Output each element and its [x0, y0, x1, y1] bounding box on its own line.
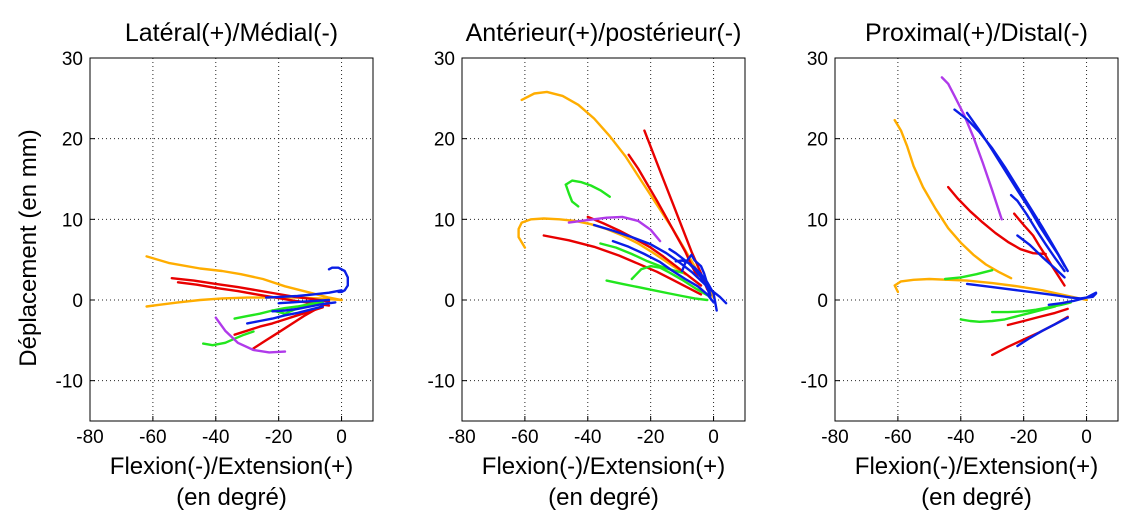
series-line-orange — [893, 277, 1088, 302]
series-line-green — [564, 183, 580, 208]
series-line-green — [202, 330, 255, 347]
series-line-red — [643, 129, 709, 291]
series-line-green — [564, 179, 611, 198]
y-tick-label: 0 — [444, 291, 455, 312]
x-tick-label: -20 — [637, 427, 664, 448]
x-tick-label: -40 — [947, 427, 974, 448]
x-axis-label: Flexion(-)/Extension(+) — [482, 453, 725, 480]
x-tick-label: -20 — [265, 427, 292, 448]
x-axis-unit-label: (en degré) — [548, 484, 659, 511]
y-tick-label: 0 — [817, 291, 828, 312]
x-tick-label: 0 — [1081, 427, 1092, 448]
panel-1: -80 -60 -40 -20 0 -10 0 10 20 30 Latéral(+)/Médial… — [56, 19, 374, 511]
panel-3: -80 -60 -40 -20 0 -10 0 10 20 30 Proximal(+)/Dista… — [801, 19, 1119, 511]
series-line-blue — [674, 259, 718, 312]
x-tick-label: -60 — [511, 427, 538, 448]
x-tick-label: -80 — [448, 427, 475, 448]
series-line-blue — [277, 298, 331, 305]
y-tick-label: 10 — [434, 210, 455, 231]
series-line-green — [943, 269, 994, 281]
panel-title: Antérieur(+)/postérieur(-) — [466, 19, 742, 47]
x-tick-label: 0 — [708, 427, 719, 448]
series-line-blue — [271, 301, 337, 313]
series-line-blue — [611, 239, 715, 304]
y-tick-label: 10 — [62, 210, 83, 231]
y-tick-label: 20 — [807, 130, 828, 151]
x-tick-label: -20 — [1010, 427, 1037, 448]
series-line-green — [605, 279, 709, 302]
y-tick-label: -10 — [56, 372, 83, 393]
series-line-blue — [965, 282, 1098, 300]
series-line-green — [991, 301, 1072, 314]
x-axis-label: Flexion(-)/Extension(+) — [110, 453, 353, 480]
panel-title: Proximal(+)/Distal(-) — [865, 19, 1088, 47]
y-tick-label: -10 — [428, 372, 455, 393]
series-line-red — [586, 215, 703, 287]
x-axis-unit-label: (en degré) — [176, 484, 287, 511]
series-line-purple — [214, 316, 287, 354]
panel-title: Latéral(+)/Médial(-) — [125, 19, 338, 47]
series-line-blue — [1016, 234, 1066, 279]
series-line-red — [542, 234, 703, 296]
x-tick-label: -60 — [884, 427, 911, 448]
series-line-blue — [1009, 193, 1066, 273]
x-tick-label: -40 — [202, 427, 229, 448]
series-line-red — [947, 185, 1047, 256]
x-tick-label: -60 — [139, 427, 166, 448]
y-tick-label: 0 — [72, 291, 83, 312]
y-tick-label: 20 — [62, 130, 83, 151]
series-line-orange — [145, 255, 343, 302]
y-tick-label: 30 — [807, 49, 828, 70]
x-axis-label: Flexion(-)/Extension(+) — [855, 453, 1098, 480]
series-line-green — [630, 264, 709, 297]
series-line-purple — [567, 215, 662, 243]
series-line-blue — [1047, 291, 1098, 306]
series-line-blue — [246, 305, 324, 325]
series-line-red — [627, 153, 699, 279]
y-axis-label: Déplacement (en mm) — [15, 129, 42, 366]
series-line-blue — [1016, 316, 1069, 348]
series-line-purple — [940, 76, 1003, 221]
x-tick-label: 0 — [336, 427, 347, 448]
y-tick-label: 10 — [807, 210, 828, 231]
x-axis-unit-label: (en degré) — [921, 484, 1032, 511]
series-line-green — [959, 305, 1057, 323]
series-line-red — [170, 277, 331, 303]
series-line-orange — [893, 118, 1013, 280]
x-tick-label: -80 — [821, 427, 848, 448]
panel-2: -80 -60 -40 -20 0 -10 0 10 20 30 Antérieur(+)/post… — [428, 19, 746, 511]
series-line-green — [599, 242, 684, 274]
series-line-blue — [264, 289, 343, 299]
y-tick-label: 30 — [434, 49, 455, 70]
y-tick-label: -10 — [801, 372, 828, 393]
plot-frame — [834, 57, 1119, 422]
series-line-red — [1013, 212, 1066, 287]
series-line-blue — [680, 253, 712, 297]
y-tick-label: 30 — [62, 49, 83, 70]
series-line-blue — [965, 111, 1066, 268]
x-tick-label: -80 — [76, 427, 103, 448]
plot-frame — [89, 57, 374, 422]
y-tick-label: 20 — [434, 130, 455, 151]
series-line-red — [233, 306, 324, 336]
series-line-blue — [327, 266, 349, 294]
x-tick-label: -40 — [574, 427, 601, 448]
plot-frame — [461, 57, 746, 422]
series-line-red — [1006, 307, 1069, 327]
